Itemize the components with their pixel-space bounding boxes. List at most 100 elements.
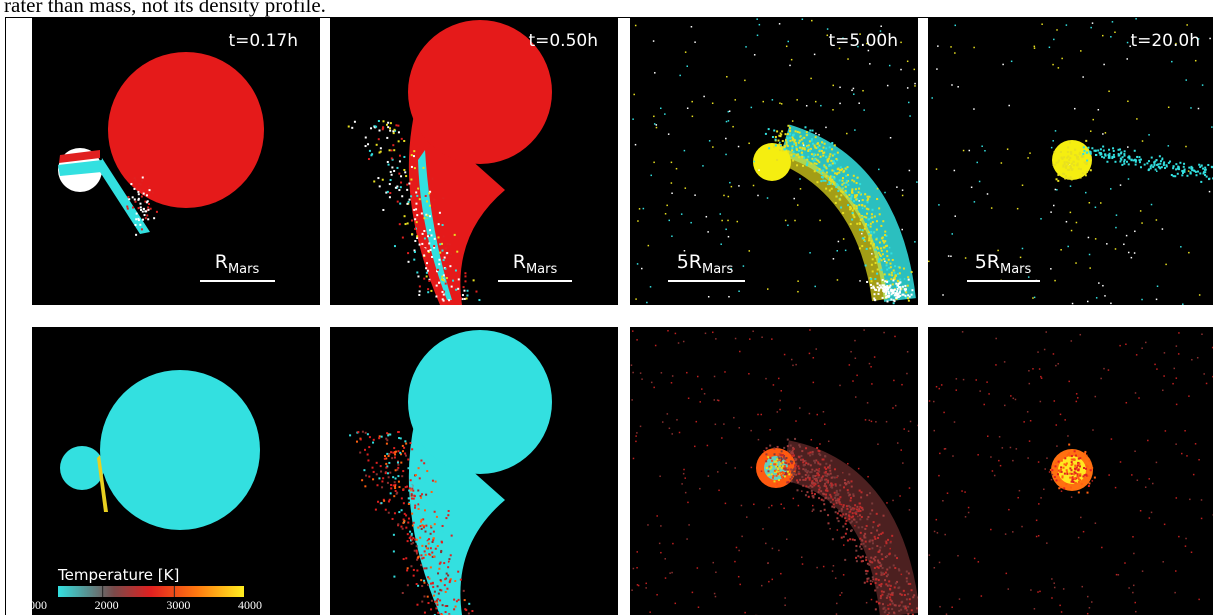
particle [891, 289, 894, 292]
particle [879, 255, 882, 258]
particle [881, 574, 884, 576]
particle [671, 192, 673, 195]
particle [424, 218, 427, 221]
particle [635, 435, 637, 437]
particle [387, 511, 390, 514]
particle [133, 198, 136, 201]
particle [943, 448, 946, 450]
particle [1194, 59, 1197, 62]
particle [798, 467, 801, 470]
particle [798, 156, 801, 159]
particle [718, 489, 720, 492]
particle [865, 524, 868, 527]
particle [802, 461, 805, 464]
particle [795, 144, 798, 147]
particle [421, 232, 424, 235]
particle [146, 209, 149, 212]
particle [401, 444, 404, 447]
particle [858, 213, 861, 216]
particle [820, 476, 823, 479]
particle [1202, 167, 1205, 170]
particle-group [928, 331, 1213, 615]
particle [1104, 154, 1107, 157]
particle [686, 107, 689, 109]
particle [1070, 152, 1073, 155]
particle [900, 593, 903, 596]
particle [899, 286, 902, 289]
particle [1163, 523, 1166, 526]
particle [664, 558, 666, 560]
particle [1073, 477, 1076, 480]
particle [1050, 268, 1052, 270]
particle [791, 460, 794, 463]
particle [1161, 228, 1164, 230]
particle [867, 232, 870, 235]
particle-group [928, 18, 1213, 305]
particle [859, 518, 862, 521]
particle [472, 279, 475, 282]
particle [1067, 146, 1070, 149]
particle [823, 484, 826, 487]
particle [1073, 473, 1076, 476]
particle [831, 169, 834, 172]
particle [793, 143, 796, 146]
particle [1196, 356, 1199, 359]
particle [872, 243, 875, 246]
particle [789, 136, 792, 139]
particle [134, 200, 137, 203]
particle [386, 160, 389, 163]
particle [444, 551, 447, 554]
particle [790, 480, 793, 483]
particle [636, 566, 638, 569]
particle [797, 481, 800, 484]
particle [1104, 132, 1107, 134]
particle [869, 283, 872, 286]
particle [1195, 174, 1198, 177]
particle [676, 419, 678, 421]
particle [908, 295, 911, 298]
particle [784, 597, 786, 599]
particle [836, 159, 839, 162]
particle [1186, 24, 1188, 26]
particle [839, 503, 841, 506]
particle [422, 561, 425, 564]
frame [5, 17, 1213, 615]
particle [787, 468, 790, 471]
particle [367, 459, 370, 462]
particle [812, 496, 815, 499]
particle [1141, 298, 1143, 301]
particle [740, 504, 743, 507]
particle [462, 286, 465, 289]
colorbar-title: Temperature [K] [57, 566, 179, 584]
snapshot [753, 124, 916, 302]
particle [1156, 368, 1158, 370]
particle [368, 149, 371, 152]
particle [798, 445, 801, 448]
particle [419, 502, 422, 505]
particle [1078, 478, 1081, 481]
particle [866, 42, 868, 45]
particle [1134, 230, 1136, 233]
particle [449, 554, 452, 557]
particle [784, 604, 786, 607]
particle [382, 208, 385, 211]
caption: rater than mass, not its density profile… [4, 0, 326, 17]
particle [768, 465, 771, 468]
particle [392, 132, 395, 135]
particle [866, 199, 869, 202]
particle [457, 570, 460, 573]
particle [789, 129, 792, 132]
particle [378, 435, 381, 438]
particle [411, 524, 414, 527]
particle-group [349, 430, 474, 615]
particle [439, 243, 442, 246]
particle [1069, 454, 1072, 457]
particle [784, 219, 787, 222]
particle [833, 468, 836, 471]
particle [845, 513, 848, 516]
particle [804, 478, 807, 481]
particle [425, 262, 428, 265]
particle [695, 420, 698, 423]
particle [1052, 140, 1054, 142]
particle [752, 330, 754, 333]
